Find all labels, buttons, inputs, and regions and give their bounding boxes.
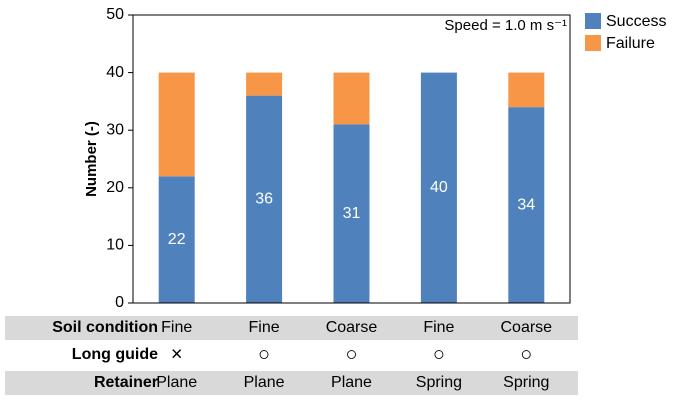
value-label: 34 [517, 196, 535, 213]
row-label: Retainer [94, 374, 158, 391]
value-label: 22 [168, 231, 186, 248]
plot-frame [132, 14, 571, 304]
row-label: Long guide [72, 346, 158, 363]
table-cell: Fine [423, 319, 454, 336]
legend-label: Failure [606, 35, 655, 52]
y-tick-label: 10 [106, 237, 124, 254]
y-tick-label: 20 [106, 179, 124, 196]
table-cell: Spring [416, 374, 462, 391]
table-cell: Coarse [501, 319, 553, 336]
table-row-band [5, 316, 578, 340]
value-label: 36 [255, 191, 273, 208]
bar-segment [158, 72, 195, 177]
y-tick-label: 40 [106, 64, 124, 81]
table-cell: Coarse [326, 319, 378, 336]
value-label: 31 [343, 205, 361, 222]
legend-label: Success [606, 13, 666, 30]
bar-segment [508, 107, 545, 303]
y-tick-label: 0 [115, 294, 124, 311]
row-label: Soil condition [52, 319, 158, 336]
bar-segment [420, 72, 457, 303]
y-tick-label: 50 [106, 6, 124, 23]
table-cell: Spring [503, 374, 549, 391]
table-cell: Fine [249, 319, 280, 336]
bar-segment [246, 95, 283, 303]
table-row-band [5, 371, 578, 395]
table-cell: ○ [345, 343, 357, 365]
y-axis-label: Number (-) [83, 121, 100, 197]
bar-segment [508, 72, 545, 108]
bar-segment [333, 72, 370, 125]
table-cell: ○ [433, 343, 445, 365]
y-tick-label: 30 [106, 121, 124, 138]
bar-segment [158, 176, 195, 303]
annotation: Speed = 1.0 m s⁻¹ [444, 17, 567, 34]
table-cell: ○ [520, 343, 532, 365]
bar-segment [333, 124, 370, 303]
bar-segment [246, 72, 283, 96]
table-cell: Plane [244, 374, 285, 391]
table-cell: Plane [331, 374, 372, 391]
table-cell: ○ [258, 343, 270, 365]
table-cell: × [171, 343, 183, 365]
table-cell: Fine [161, 319, 192, 336]
value-label: 40 [430, 179, 448, 196]
legend-swatch [585, 35, 601, 51]
legend-swatch [585, 13, 601, 29]
table-cell: Plane [156, 374, 197, 391]
